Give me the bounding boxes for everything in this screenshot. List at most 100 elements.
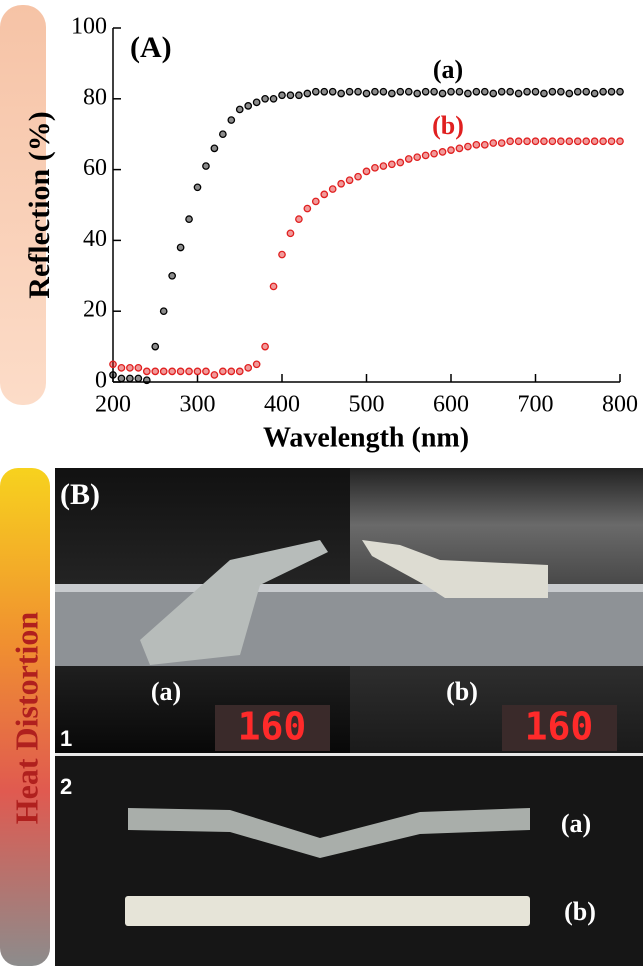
data-point [328, 185, 337, 193]
data-point [109, 371, 117, 379]
data-point [235, 367, 244, 376]
label-band [0, 468, 50, 966]
data-point [489, 139, 498, 147]
data-point [616, 87, 624, 96]
data-point [396, 158, 405, 167]
data-point [523, 87, 531, 96]
sample-label: (b) [564, 897, 596, 926]
data-point [464, 89, 472, 98]
data-point [371, 87, 379, 96]
x-tick-label: 500 [349, 392, 385, 418]
y-tick-label: 40 [83, 226, 107, 252]
data-point [210, 371, 219, 379]
data-point [523, 137, 531, 146]
data-point [540, 89, 548, 98]
data-point [413, 89, 422, 98]
data-point [354, 172, 362, 181]
data-point [387, 160, 396, 169]
data-point [261, 94, 269, 103]
data-point [480, 87, 489, 96]
data-point [202, 367, 210, 376]
data-point [371, 163, 379, 172]
data-point [556, 137, 565, 146]
data-point [607, 137, 616, 146]
data-point [413, 153, 422, 162]
data-point [565, 137, 574, 146]
y-tick-label: 80 [83, 84, 107, 110]
data-point [244, 363, 253, 372]
data-point [582, 137, 591, 146]
plot: 0 20 40 60 80 100 200 300 400 500 600 700 800 (A) (a) (… [71, 14, 638, 418]
data-point [227, 116, 236, 124]
sample-label: (a) [151, 677, 181, 706]
panel-label: (B) [60, 478, 100, 511]
series-label: (a) [433, 55, 463, 84]
data-point [582, 87, 591, 96]
data-point [447, 146, 455, 154]
data-point [573, 137, 582, 146]
data-point [142, 367, 151, 376]
data-point [269, 94, 278, 103]
x-tick-label: 300 [180, 392, 216, 418]
data-point [134, 363, 143, 372]
data-point [252, 98, 261, 107]
data-point [126, 363, 134, 372]
data-point [295, 91, 303, 100]
data-point [548, 87, 557, 96]
divider [55, 753, 643, 756]
data-point [269, 282, 278, 291]
data-point [303, 89, 312, 98]
x-axis-label: Wavelength (nm) [263, 422, 469, 453]
data-point [278, 91, 286, 100]
data-point [193, 367, 202, 376]
row-number: 1 [60, 726, 72, 751]
data-point [616, 137, 624, 146]
data-point [337, 179, 345, 188]
data-point [497, 87, 506, 96]
display-text: 160 [238, 705, 307, 749]
data-point [126, 374, 134, 383]
data-point [379, 87, 388, 96]
table-edge [55, 588, 643, 666]
y-tick-label: 20 [83, 297, 107, 323]
data-point [455, 87, 464, 96]
data-point [311, 87, 320, 96]
data-point [573, 87, 582, 96]
data-point [159, 367, 168, 376]
data-point [219, 367, 227, 376]
data-point [295, 215, 303, 224]
data-point [151, 342, 160, 351]
y-tick-label: 60 [83, 155, 107, 181]
data-point [185, 367, 193, 376]
x-tick-label: 800 [602, 392, 638, 418]
data-point [387, 89, 396, 98]
x-tick-label: 400 [264, 392, 300, 418]
data-point [311, 197, 320, 206]
data-point [235, 105, 244, 114]
data-point [142, 376, 151, 385]
data-point [548, 137, 557, 146]
data-point [168, 271, 176, 280]
data-point [286, 91, 295, 100]
data-point [117, 374, 126, 383]
photo [55, 756, 643, 966]
data-point [354, 87, 362, 96]
data-point [117, 363, 126, 372]
y-axis-label: Reflection (%) [23, 111, 56, 298]
data-point [472, 140, 481, 149]
annotation: (A) [130, 31, 172, 64]
data-point [109, 360, 117, 369]
sample-label: (b) [446, 677, 478, 706]
data-point [219, 130, 227, 139]
data-point [514, 137, 523, 146]
data-point [455, 144, 464, 153]
data-point [599, 137, 607, 146]
data-point [506, 137, 514, 146]
label-band [0, 5, 46, 405]
data-point [464, 142, 472, 151]
data-point [252, 360, 261, 369]
data-point [210, 144, 219, 153]
data-point [565, 89, 574, 98]
data-point [176, 243, 185, 252]
